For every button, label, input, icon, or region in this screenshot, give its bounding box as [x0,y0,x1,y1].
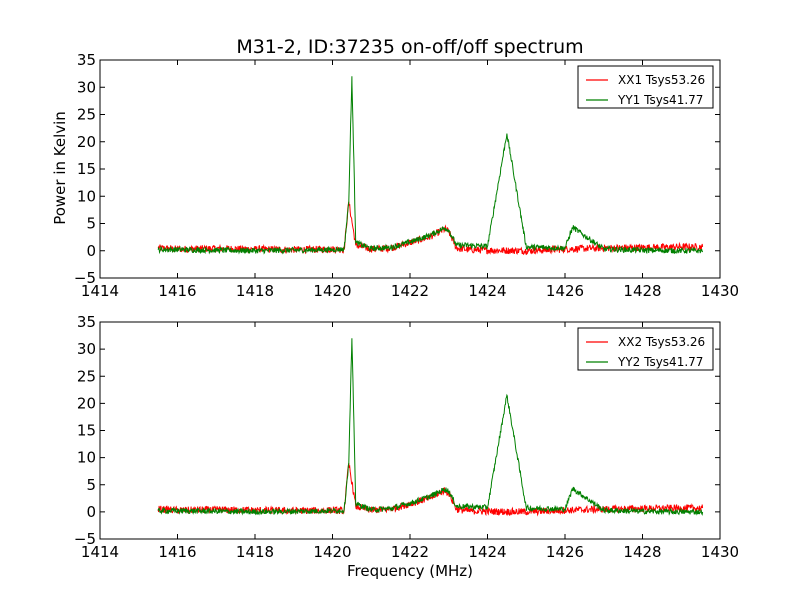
x-tick-label: 1424 [468,282,506,300]
y-tick-label: 15 [77,422,96,440]
y-tick-label: 15 [77,160,96,178]
y-tick-label: 20 [77,394,96,412]
y-tick-label: 10 [77,449,96,467]
y-tick-label: 35 [77,313,96,331]
legend: XX1 Tsys53.26 YY1 Tsys41.77 [577,65,714,109]
figure-title: M31-2, ID:37235 on-off/off spectrum [236,36,583,58]
legend-box [577,327,714,371]
series-line-yy [157,338,704,516]
y-tick-label: −5 [74,269,96,287]
x-tick-label: 1428 [623,282,661,300]
x-tick-label: 1426 [546,543,584,561]
x-tick-label: 1416 [158,282,196,300]
y-tick-label: 10 [77,187,96,205]
y-tick-label: 0 [86,503,96,521]
bottom-plot-panel: 1414 1416 1418 1420 1422 1424 1426 1428 1430 −5 0 5… [74,313,739,561]
x-tick-label: 1414 [81,282,119,300]
legend: XX2 Tsys53.26 YY2 Tsys41.77 [577,327,714,371]
x-tick-label: 1416 [158,543,196,561]
legend-box [577,65,714,109]
y-tick-label: 20 [77,133,96,151]
legend-label: XX1 Tsys53.26 [618,73,705,87]
x-axis-label: Frequency (MHz) [347,562,473,580]
y-tick-label: −5 [74,530,96,548]
y-tick-label: 5 [86,215,96,233]
x-tick-label: 1418 [236,282,274,300]
x-tick-label: 1420 [313,543,351,561]
x-tick-label: 1430 [701,282,739,300]
y-tick-label: 30 [77,78,96,96]
plot-area [157,76,704,256]
x-tick-label: 1422 [391,543,429,561]
legend-label: XX2 Tsys53.26 [618,335,705,349]
y-tick-label: 30 [77,340,96,358]
y-tick-label: 0 [86,242,96,260]
x-tick-label: 1424 [468,543,506,561]
x-tick-label: 1414 [81,543,119,561]
y-tick-label: 25 [77,106,96,124]
plot-area [157,338,704,517]
top-plot-panel: 1414 1416 1418 1420 1422 1424 1426 1428 1430 −5 0 5… [74,51,739,300]
y-tick-label: 25 [77,367,96,385]
x-tick-label: 1428 [623,543,661,561]
x-tick-label: 1422 [391,282,429,300]
x-tick-label: 1430 [701,543,739,561]
y-tick-label: 35 [77,51,96,69]
series-line-yy [157,76,704,255]
x-tick-label: 1426 [546,282,584,300]
x-tick-label: 1420 [313,282,351,300]
y-tick-label: 5 [86,476,96,494]
y-axis-label: Power in Kelvin [51,111,69,225]
legend-label: YY1 Tsys41.77 [617,93,703,107]
series-line-xx [157,463,704,517]
legend-label: YY2 Tsys41.77 [617,355,703,369]
x-tick-label: 1418 [236,543,274,561]
